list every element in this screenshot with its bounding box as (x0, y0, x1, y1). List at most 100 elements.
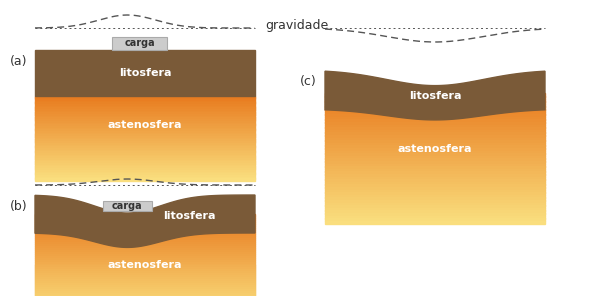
Bar (35, 242, 255, 244)
Bar (35, 260, 255, 262)
Bar (325, 101, 545, 104)
Bar (35, 293, 255, 296)
Bar (103, 200, 152, 210)
Bar (35, 175, 255, 177)
Bar (35, 107, 255, 110)
Bar (35, 128, 255, 130)
Text: (c): (c) (300, 75, 317, 88)
Bar (325, 174, 545, 177)
Text: (b): (b) (10, 200, 28, 213)
Text: astenosfera: astenosfera (108, 120, 182, 130)
Bar (325, 195, 545, 198)
Bar (35, 236, 255, 238)
Bar (325, 96, 545, 99)
Bar (325, 161, 545, 164)
Bar (35, 177, 255, 179)
Bar (35, 295, 255, 296)
Bar (35, 121, 255, 123)
Bar (35, 172, 255, 174)
Bar (35, 96, 255, 98)
Bar (325, 125, 545, 128)
Bar (325, 218, 545, 221)
Bar (35, 144, 255, 147)
Text: carga: carga (124, 38, 155, 49)
Bar (325, 205, 545, 208)
Bar (325, 177, 545, 180)
Bar (35, 266, 255, 268)
Bar (35, 106, 255, 108)
Bar (35, 279, 255, 282)
Bar (35, 268, 255, 270)
Bar (35, 255, 255, 258)
Bar (35, 252, 255, 254)
Bar (35, 291, 255, 294)
Text: litosfera: litosfera (409, 91, 461, 101)
Bar (325, 112, 545, 115)
Bar (325, 179, 545, 182)
Bar (35, 131, 255, 133)
Bar (35, 285, 255, 288)
Bar (35, 214, 255, 216)
Bar (35, 101, 255, 103)
Bar (35, 218, 255, 221)
Bar (35, 166, 255, 169)
Bar (35, 281, 255, 284)
Bar (35, 133, 255, 135)
Bar (35, 160, 255, 162)
Bar (325, 104, 545, 107)
Bar (35, 129, 255, 131)
Bar (35, 136, 255, 138)
Bar (35, 99, 255, 101)
Bar (325, 166, 545, 169)
Bar (35, 116, 255, 118)
Bar (35, 232, 255, 234)
Bar (325, 117, 545, 120)
Bar (35, 254, 255, 256)
Bar (325, 145, 545, 149)
Bar (325, 190, 545, 193)
Bar (35, 269, 255, 272)
Bar (325, 114, 545, 117)
Bar (325, 130, 545, 133)
Bar (325, 106, 545, 110)
Text: gravidade: gravidade (265, 18, 328, 31)
Bar (35, 151, 255, 153)
Bar (35, 238, 255, 240)
Bar (35, 112, 255, 115)
Bar (325, 164, 545, 167)
Bar (325, 158, 545, 162)
Bar (35, 155, 255, 157)
Bar (35, 168, 255, 170)
Bar (35, 178, 255, 181)
Bar (325, 148, 545, 151)
Polygon shape (325, 71, 545, 120)
Bar (35, 143, 255, 145)
Bar (35, 50, 255, 96)
Text: (a): (a) (10, 55, 28, 68)
Text: litosfera: litosfera (163, 211, 215, 221)
Bar (35, 119, 255, 121)
Bar (35, 124, 255, 126)
Bar (325, 109, 545, 112)
Bar (35, 138, 255, 140)
Bar (35, 234, 255, 236)
Bar (35, 163, 255, 165)
Bar (325, 187, 545, 190)
Bar (35, 102, 255, 104)
Bar (325, 202, 545, 206)
Bar (35, 104, 255, 106)
Bar (35, 246, 255, 248)
Bar (35, 250, 255, 252)
Bar (35, 224, 255, 226)
Bar (325, 169, 545, 172)
Bar (35, 275, 255, 278)
Bar (325, 135, 545, 138)
Polygon shape (35, 195, 255, 247)
Bar (35, 274, 255, 276)
Bar (325, 221, 545, 224)
Bar (35, 173, 255, 176)
Bar (325, 200, 545, 203)
Bar (35, 123, 255, 125)
Bar (325, 215, 545, 219)
Bar (325, 132, 545, 136)
